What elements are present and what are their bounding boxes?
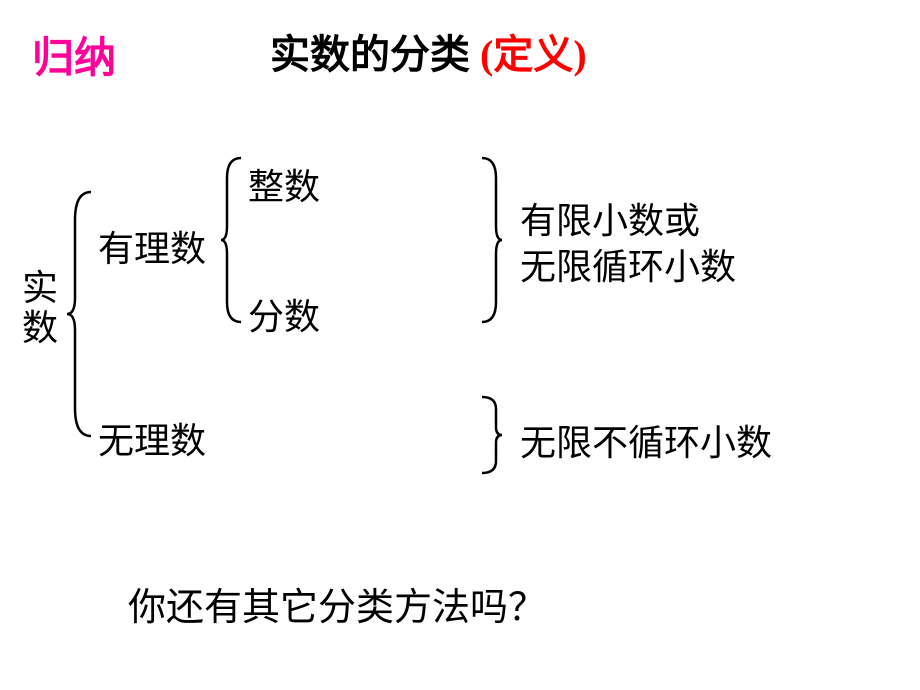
rational-brace <box>219 156 247 326</box>
title-red-part: (定义) <box>480 32 587 77</box>
subtitle-label: 归纳 <box>32 24 116 85</box>
desc-rational: 有限小数或 无限循环小数 <box>520 198 736 290</box>
branch-rational: 有理数 <box>98 220 206 272</box>
child-fraction: 分数 <box>248 288 320 340</box>
question-text: 你还有其它分类方法吗？ <box>128 576 546 631</box>
tree-root-line1: 实 <box>22 268 58 308</box>
desc-irrational: 无限不循环小数 <box>520 414 772 466</box>
desc2-brace <box>478 395 506 477</box>
root-brace <box>65 190 97 440</box>
child-integer: 整数 <box>248 158 320 210</box>
page-title: 实数的分类 (定义) <box>270 22 587 80</box>
tree-root: 实 数 <box>22 268 58 348</box>
desc1-brace <box>478 156 506 326</box>
desc-rational-line2: 无限循环小数 <box>520 244 736 290</box>
desc-rational-line1: 有限小数或 <box>520 198 736 244</box>
branch-irrational: 无理数 <box>98 412 206 464</box>
title-black-part: 实数的分类 <box>270 32 480 77</box>
tree-root-line2: 数 <box>22 308 58 348</box>
